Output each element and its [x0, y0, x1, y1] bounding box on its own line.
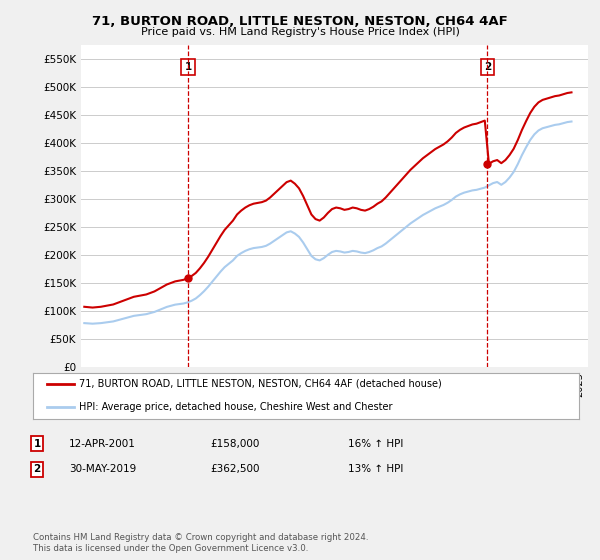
Text: 16% ↑ HPI: 16% ↑ HPI: [348, 438, 403, 449]
Text: 1: 1: [34, 438, 41, 449]
Text: 2: 2: [484, 62, 491, 72]
Text: Price paid vs. HM Land Registry's House Price Index (HPI): Price paid vs. HM Land Registry's House …: [140, 27, 460, 37]
Text: 12-APR-2001: 12-APR-2001: [69, 438, 136, 449]
Text: £158,000: £158,000: [210, 438, 259, 449]
Text: HPI: Average price, detached house, Cheshire West and Chester: HPI: Average price, detached house, Ches…: [79, 402, 393, 412]
Text: 71, BURTON ROAD, LITTLE NESTON, NESTON, CH64 4AF (detached house): 71, BURTON ROAD, LITTLE NESTON, NESTON, …: [79, 379, 442, 389]
Text: 71, BURTON ROAD, LITTLE NESTON, NESTON, CH64 4AF: 71, BURTON ROAD, LITTLE NESTON, NESTON, …: [92, 15, 508, 28]
Text: 1: 1: [184, 62, 191, 72]
Text: 30-MAY-2019: 30-MAY-2019: [69, 464, 136, 474]
Text: 2: 2: [34, 464, 41, 474]
Text: £362,500: £362,500: [210, 464, 260, 474]
Text: 13% ↑ HPI: 13% ↑ HPI: [348, 464, 403, 474]
Text: Contains HM Land Registry data © Crown copyright and database right 2024.
This d: Contains HM Land Registry data © Crown c…: [33, 533, 368, 553]
